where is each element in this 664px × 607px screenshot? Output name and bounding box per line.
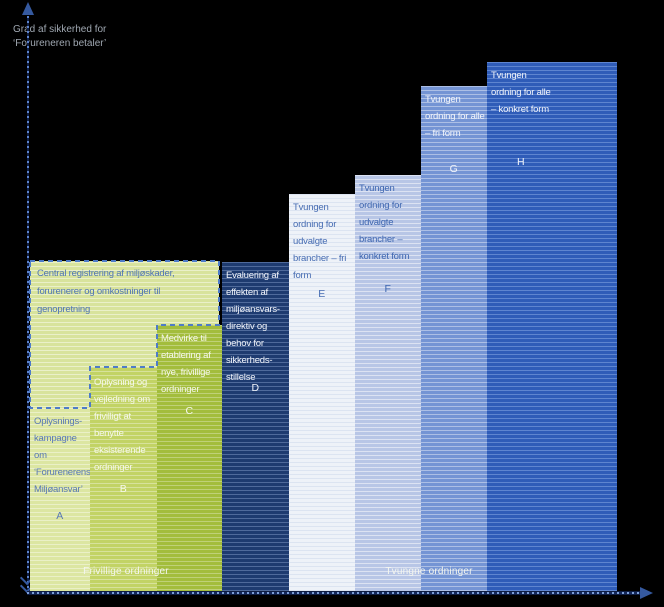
y-axis-line (27, 16, 29, 590)
bar-a-letter: A (56, 510, 64, 522)
bar-e-label: Tvungen ordning for udvalgte brancher – … (293, 202, 347, 281)
bar-b-letter: B (119, 483, 128, 495)
central-registration-overlay-shape (29, 260, 220, 409)
x-axis-arrow-icon (640, 587, 653, 599)
bar-f-letter: F (384, 283, 392, 295)
bar-b: Oplysning og vejledning om frivilligt at… (90, 367, 157, 591)
bar-f-label: Tvungen ordning for udvalgte brancher – … (359, 183, 410, 262)
bar-d-label: Evaluering af effekten af miljøansvars-d… (226, 270, 280, 383)
group-label-voluntary: Frivillige ordninger (83, 566, 169, 577)
bar-c: Medvirke til etablering af nye, frivilli… (157, 325, 222, 591)
central-registration-overlay-label: Central registrering af miljøskader, for… (37, 268, 175, 315)
bar-a: Oplysnings-kampagne om ‘Forurenerens Mil… (30, 408, 91, 591)
bar-d: Evaluering af effekten af miljøansvars-d… (222, 262, 289, 591)
bar-e: Tvungen ordning for udvalgte brancher – … (289, 194, 355, 591)
bar-g: Tvungen ordning for alle – fri form G (421, 86, 487, 591)
group-label-mandatory: Tvungne ordninger (385, 566, 473, 577)
y-axis-title-line1: Grad af sikkerhed for (13, 24, 107, 35)
bar-h-letter: H (516, 156, 526, 168)
bar-c-letter: C (185, 405, 194, 417)
y-axis-title: Grad af sikkerhed for ‘Forureneren betal… (13, 23, 106, 51)
bar-c-label: Medvirke til etablering af nye, frivilli… (161, 333, 211, 395)
bar-h-label: Tvungen ordning for alle – konkret form (491, 70, 551, 115)
bar-f: Tvungen ordning for udvalgte brancher – … (355, 175, 421, 591)
bar-g-label: Tvungen ordning for alle – fri form (425, 94, 485, 139)
bar-e-letter: E (318, 288, 326, 300)
y-axis-title-line2: ‘Forureneren betaler’ (13, 38, 107, 49)
bar-h: Tvungen ordning for alle – konkret form … (487, 62, 617, 591)
y-axis-arrow-icon (22, 2, 34, 15)
bar-a-label: Oplysnings-kampagne om ‘Forurenerens Mil… (34, 416, 91, 495)
bar-g-letter: G (449, 163, 459, 175)
bar-d-letter: D (251, 382, 260, 394)
bar-b-label: Oplysning og vejledning om frivilligt at… (94, 377, 151, 473)
x-axis-line (27, 592, 642, 594)
